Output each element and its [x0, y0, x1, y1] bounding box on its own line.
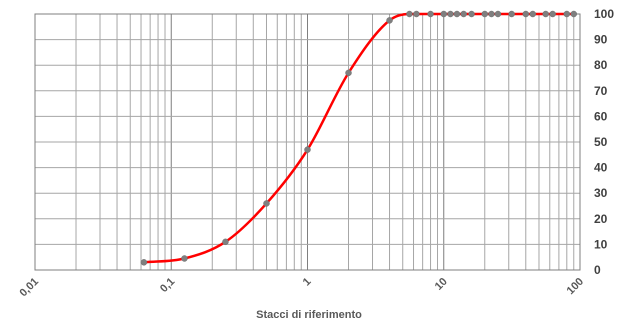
- data-point: [304, 146, 311, 153]
- data-point: [460, 10, 467, 18]
- data-point: [181, 255, 188, 262]
- data-point: [345, 69, 352, 77]
- x-tick-label: 10: [433, 276, 450, 293]
- x-tick-label: 0,01: [17, 276, 41, 300]
- data-point: [447, 10, 454, 18]
- data-point: [427, 10, 434, 18]
- data-point: [413, 10, 420, 18]
- data-point: [488, 10, 495, 18]
- data-point: [542, 10, 549, 18]
- data-point: [453, 10, 461, 18]
- y-tick-label: 50: [594, 135, 608, 149]
- data-point: [222, 238, 229, 246]
- y-tick-label: 20: [594, 212, 608, 226]
- plot-border: [34, 13, 581, 271]
- data-point: [522, 10, 530, 18]
- y-tick-label: 60: [594, 109, 608, 123]
- y-tick-label: 40: [594, 161, 608, 175]
- x-tick-label: 100: [565, 276, 586, 297]
- x-tick-labels: 0,01 0,1 1 10 100: [17, 276, 586, 300]
- data-point: [140, 259, 148, 266]
- grid-lines: [34, 13, 580, 271]
- data-point: [481, 10, 489, 18]
- data-point: [563, 10, 571, 18]
- x-tick-label: 1: [301, 276, 314, 289]
- x-axis-title: Stacci di riferimento: [256, 309, 362, 320]
- y-tick-label: 10: [594, 237, 608, 251]
- y-tick-label: 100: [594, 7, 614, 21]
- y-tick-labels: 0 10 20 30 40 50 60 70 80 90 100: [594, 7, 614, 277]
- data-point: [494, 10, 502, 18]
- y-tick-label: 70: [594, 84, 608, 98]
- y-tick-label: 0: [594, 263, 601, 277]
- data-point: [468, 10, 475, 18]
- y-tick-label: 80: [594, 58, 608, 72]
- y-tick-label: 90: [594, 33, 608, 47]
- data-point: [406, 10, 413, 18]
- data-point: [440, 10, 447, 18]
- data-point: [570, 10, 578, 18]
- data-point: [508, 10, 515, 18]
- x-tick-label: 0,1: [158, 276, 177, 295]
- data-point: [529, 10, 537, 18]
- data-point: [549, 10, 556, 18]
- data-point: [386, 17, 393, 24]
- data-markers: [140, 10, 578, 266]
- y-tick-label: 30: [594, 186, 608, 200]
- data-point: [263, 200, 270, 207]
